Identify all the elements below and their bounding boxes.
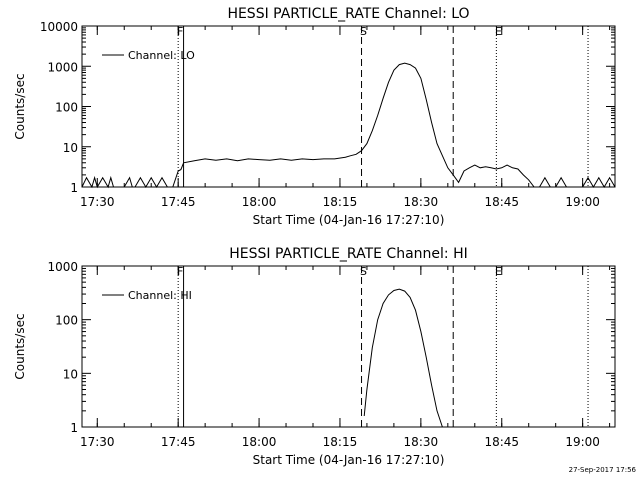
x-tick-label: 19:00 (565, 435, 600, 449)
plot-frame (81, 265, 616, 428)
y-axis-label: Counts/sec (13, 73, 27, 139)
y-tick-label: 10 (63, 141, 78, 155)
x-tick-label: 18:30 (404, 195, 439, 209)
event-marker-label: S (360, 25, 367, 38)
y-axis-label: Counts/sec (13, 313, 27, 379)
legend-label: Channel: LO (128, 49, 195, 62)
x-axis-label: Start Time (04-Jan-16 17:27:10) (253, 453, 445, 467)
y-tick-label: 1 (70, 181, 78, 195)
event-marker-label: E (495, 25, 502, 38)
x-tick-label: 18:45 (484, 435, 519, 449)
x-tick-label: 18:15 (323, 435, 358, 449)
x-tick-label: 18:30 (404, 435, 439, 449)
event-marker-label: F (177, 25, 183, 38)
y-tick-label: 10 (63, 367, 78, 381)
footer-date: 27-Sep-2017 17:56 (568, 466, 636, 474)
y-tick-label: 1000 (47, 260, 78, 274)
event-marker-label: S (360, 265, 367, 278)
x-tick-label: 17:30 (80, 435, 115, 449)
x-tick-label: 17:45 (161, 435, 196, 449)
event-marker-label: F (177, 265, 183, 278)
x-tick-label: 18:00 (242, 435, 277, 449)
event-marker-label: E (495, 265, 502, 278)
x-tick-label: 19:00 (565, 195, 600, 209)
series-line (363, 288, 443, 428)
y-tick-label: 1000 (47, 60, 78, 74)
chart-panel-1: HESSI PARTICLE_RATE Channel: HI Counts/se… (13, 246, 616, 467)
chart-title: HESSI PARTICLE_RATE Channel: LO (227, 6, 469, 22)
x-tick-label: 18:00 (242, 195, 277, 209)
y-tick-label: 100 (55, 314, 78, 328)
x-tick-label: 17:45 (161, 195, 196, 209)
y-tick-label: 10000 (40, 20, 78, 34)
x-tick-label: 17:30 (80, 195, 115, 209)
chart-panel-0: HESSI PARTICLE_RATE Channel: LO Counts/se… (13, 6, 616, 227)
y-tick-label: 1 (70, 421, 78, 435)
x-tick-label: 18:45 (484, 195, 519, 209)
x-axis-label: Start Time (04-Jan-16 17:27:10) (253, 213, 445, 227)
chart-title: HESSI PARTICLE_RATE Channel: HI (229, 246, 467, 262)
x-tick-label: 18:15 (323, 195, 358, 209)
series-line (81, 62, 616, 189)
legend-label: Channel: HI (128, 289, 192, 302)
y-tick-label: 100 (55, 101, 78, 115)
